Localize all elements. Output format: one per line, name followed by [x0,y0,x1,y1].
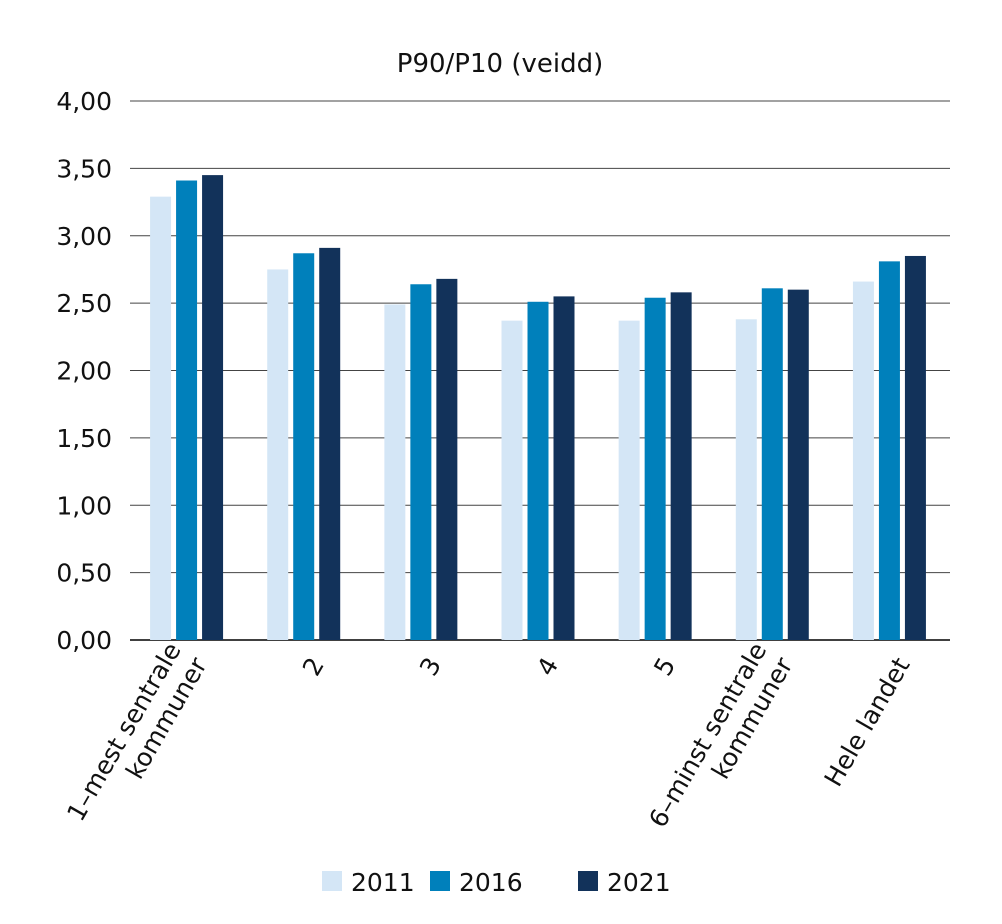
bar-2016-2 [293,253,315,640]
y-tick-label: 3,00 [56,222,112,251]
bar-2011-7 [852,281,874,640]
bar-2016-3 [410,284,432,640]
y-tick-label: 2,00 [56,357,112,386]
legend-label: 2016 [459,868,523,897]
bar-2011-3 [384,304,406,640]
bar-2021-4 [553,296,575,640]
bar-2011-2 [267,269,289,640]
bar-2011-5 [618,320,640,640]
x-tick-label-line: 5 [648,653,681,681]
bar-2021-5 [670,292,692,640]
x-tick-label: 5 [648,653,681,681]
y-tick-label: 4,00 [56,87,112,116]
bar-2011-6 [735,319,757,640]
chart-title: P90/P10 (veidd) [397,49,603,79]
bar-2021-7 [904,255,926,640]
legend-swatch-2016 [430,871,450,891]
x-tick-label: 2 [297,653,330,681]
bar-2021-3 [436,278,458,640]
bar-2021-1 [202,175,224,641]
y-tick-label: 0,50 [56,559,112,588]
y-tick-label: 1,50 [56,424,112,453]
legend-swatch-2021 [578,871,598,891]
legend-label: 2011 [351,868,415,897]
bar-2011-1 [150,196,172,641]
y-tick-label: 0,00 [56,626,112,655]
x-tick-label-line: 3 [414,653,447,681]
bar-2016-1 [176,180,198,640]
x-tick-label-line: 2 [297,653,330,681]
bar-2021-2 [319,247,341,640]
bar-2016-6 [761,288,783,640]
y-tick-label: 1,00 [56,491,112,520]
y-tick-label: 3,50 [56,154,112,183]
bar-2016-7 [878,261,900,640]
legend-swatch-2011 [322,871,342,891]
y-tick-label: 2,50 [56,289,112,318]
x-tick-label: Hele landet [819,652,916,791]
bar-2011-4 [501,320,523,640]
x-tick-label-line: 4 [531,653,564,681]
bars [150,175,926,641]
x-tick-label-line: Hele landet [819,652,916,791]
x-tick-label: 4 [531,653,564,681]
legend-label: 2021 [607,868,671,897]
bar-2016-5 [644,297,666,640]
bar-2016-4 [527,301,549,640]
legend: 2011 2016 2021 [322,868,671,897]
bar-2021-6 [787,289,809,640]
x-tick-label: 3 [414,653,447,681]
